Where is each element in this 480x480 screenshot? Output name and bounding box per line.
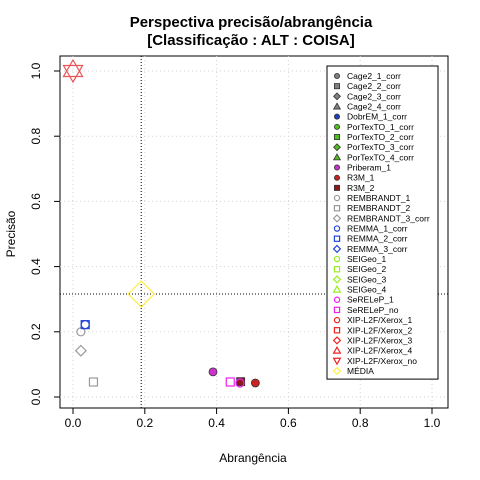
- legend-label: PorTexTO_4_corr: [347, 152, 414, 162]
- data-point: [127, 280, 156, 308]
- legend-label: REMBRANDT_3_corr: [347, 213, 430, 223]
- data-point: [88, 377, 99, 387]
- legend-marker: [332, 284, 342, 293]
- legend-marker: [333, 296, 341, 303]
- y-tick-label: 0.4: [29, 258, 43, 275]
- legend-marker: [333, 266, 341, 273]
- y-axis-label: Precisão: [4, 210, 18, 257]
- legend-label: XIP-L2F/Xerox_4: [347, 346, 412, 356]
- legend-marker: [333, 205, 341, 212]
- data-point: [250, 378, 260, 388]
- legend-label: XIP-L2F/Xerox_no: [347, 356, 417, 366]
- legend-marker: [333, 113, 340, 120]
- legend-label: XIP-L2F/Xerox_1: [347, 315, 412, 325]
- legend-marker: [332, 214, 342, 223]
- legend-marker: [333, 83, 340, 90]
- legend-label: Priberam_1: [347, 163, 391, 173]
- legend-label: PorTexTO_3_corr: [347, 142, 414, 152]
- legend-marker: [333, 143, 341, 152]
- legend-marker: [333, 194, 341, 202]
- legend-label: DobrEM_1_corr: [347, 112, 407, 122]
- y-tick-label: 0.6: [29, 193, 43, 210]
- legend-marker: [332, 275, 342, 284]
- data-point: [80, 320, 90, 330]
- legend-label: MÉDIA: [347, 366, 374, 376]
- legend-label: PorTexTO_2_corr: [347, 132, 414, 142]
- legend-marker: [332, 244, 342, 254]
- data-point: [74, 344, 87, 357]
- legend-marker: [333, 123, 340, 130]
- x-tick-label: 1.0: [424, 416, 441, 430]
- legend-marker: [332, 357, 342, 366]
- chart-title-line2: [Classificação : ALT : COISA]: [147, 32, 355, 49]
- data-point: [208, 367, 218, 377]
- legend-label: R3M_2: [347, 183, 375, 193]
- legend-marker: [332, 102, 342, 110]
- legend-label: SEIGeo_3: [347, 274, 386, 284]
- x-tick-label: 0.8: [352, 416, 369, 430]
- y-tick-label: 0.8: [29, 128, 43, 145]
- legend-marker: [333, 306, 341, 314]
- legend-label: XIP-L2F/Xerox_2: [347, 325, 412, 335]
- legend-label: Cage2_3_corr: [347, 91, 401, 101]
- x-tick-label: 0.4: [208, 416, 225, 430]
- legend: Cage2_1_corrCage2_2_corrCage2_3_corrCage…: [326, 65, 439, 380]
- legend-label: PorTexTO_1_corr: [347, 122, 414, 132]
- data-point: [80, 320, 90, 330]
- legend-marker: [333, 235, 341, 242]
- hexagram-down-triangle: [62, 64, 84, 84]
- legend-label: REMBRANDT_2: [347, 203, 411, 213]
- legend-label: XIP-L2F/Xerox_3: [347, 335, 412, 345]
- x-tick-label: 0.0: [65, 416, 82, 430]
- y-tick-label: 0.0: [29, 388, 43, 405]
- legend-label: R3M_1: [347, 173, 375, 183]
- legend-marker: [333, 255, 341, 263]
- ideal-point-hexagram: [62, 58, 84, 84]
- legend-label: REMBRANDT_1: [347, 193, 411, 203]
- plot-frame: [59, 55, 449, 409]
- legend-marker: [333, 134, 340, 141]
- legend-label: SeRELeP_1: [347, 295, 394, 305]
- legend-label: SEIGeo_4: [347, 285, 386, 295]
- legend-marker: [333, 225, 341, 232]
- legend-label: SEIGeo_2: [347, 264, 386, 274]
- legend-label: Cage2_2_corr: [347, 81, 401, 91]
- data-point: [225, 377, 235, 387]
- legend-label: REMMA_2_corr: [347, 234, 408, 244]
- legend-marker: [332, 153, 342, 161]
- x-axis-label: Abrangência: [219, 451, 287, 465]
- legend-label: REMMA_1_corr: [347, 224, 408, 234]
- legend-label: SeRELeP_no: [347, 305, 399, 315]
- legend-label: Cage2_4_corr: [347, 102, 401, 112]
- legend-marker: [333, 73, 340, 80]
- legend-label: REMMA_3_corr: [347, 244, 408, 254]
- chart-title-line1: Perspectiva precisão/abrangência: [130, 14, 373, 31]
- x-tick-label: 0.2: [136, 416, 153, 430]
- legend-marker: [332, 366, 342, 376]
- legend-marker: [333, 174, 340, 181]
- legend-marker: [332, 336, 342, 345]
- legend-label: Cage2_1_corr: [347, 71, 401, 81]
- legend-marker: [332, 346, 342, 354]
- legend-marker: [333, 164, 340, 171]
- legend-marker: [333, 327, 341, 334]
- legend-marker: [333, 184, 340, 191]
- legend-label: SEIGeo_1: [347, 254, 386, 264]
- legend-box: [326, 65, 439, 380]
- legend-marker: [333, 92, 341, 101]
- hexagram-up-triangle: [62, 58, 84, 78]
- y-tick-label: 1.0: [29, 62, 43, 79]
- legend-marker: [333, 316, 341, 324]
- y-tick-label: 0.2: [29, 323, 43, 340]
- x-tick-label: 0.6: [280, 416, 297, 430]
- data-point: [235, 378, 245, 388]
